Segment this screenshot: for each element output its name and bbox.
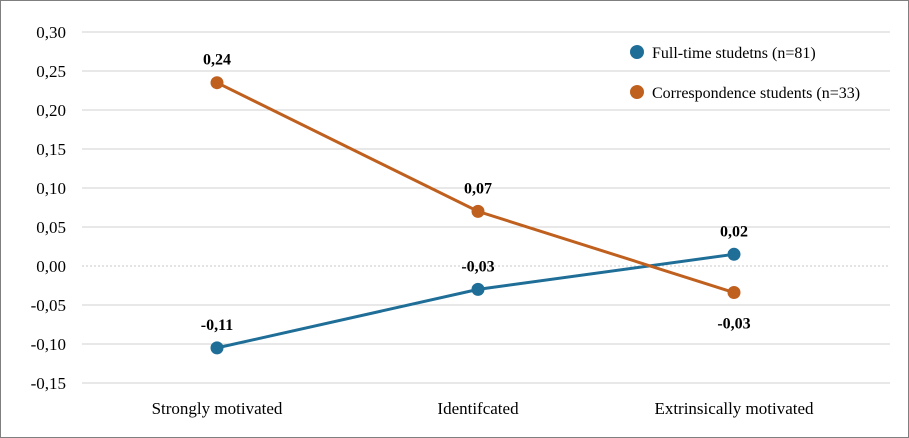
data-point xyxy=(727,247,741,261)
y-tick-label: 0,10 xyxy=(36,179,66,198)
y-tick-label: 0,05 xyxy=(36,218,66,237)
y-tick-label: -0,05 xyxy=(31,296,66,315)
legend-marker xyxy=(630,85,644,99)
y-tick-label: 0,25 xyxy=(36,62,66,81)
data-label: -0,03 xyxy=(461,258,494,275)
y-tick-label: -0,10 xyxy=(31,335,66,354)
x-category-label: Identifcated xyxy=(437,399,519,418)
x-category-label: Strongly motivated xyxy=(152,399,283,418)
legend: Full-time studetns (n=81) Correspondence … xyxy=(630,45,860,102)
series-points xyxy=(210,76,741,355)
x-category-label: Extrinsically motivated xyxy=(654,399,814,418)
data-point xyxy=(210,341,224,355)
data-point xyxy=(210,76,224,90)
y-tick-label: 0,00 xyxy=(36,257,66,276)
data-label: -0,11 xyxy=(201,317,233,334)
data-label: -0,03 xyxy=(717,316,750,333)
y-axis-ticks: -0,15 -0,10 -0,05 0,00 0,05 0,10 0,15 0,20 0,25 0… xyxy=(31,23,66,393)
x-axis-categories: Strongly motivated Identifcated Extrinsica… xyxy=(152,399,814,418)
y-tick-label: 0,30 xyxy=(36,23,66,42)
legend-label: Full-time studetns (n=81) xyxy=(652,45,816,62)
data-point xyxy=(471,204,485,218)
data-point xyxy=(471,282,485,296)
y-tick-label: 0,15 xyxy=(36,140,66,159)
data-label: 0,02 xyxy=(720,223,748,240)
data-point xyxy=(727,286,741,300)
legend-marker xyxy=(630,45,644,59)
data-labels: -0,11 -0,03 0,02 0,24 0,07 -0,03 xyxy=(201,52,751,334)
data-label: 0,24 xyxy=(203,52,231,69)
y-tick-label: -0,15 xyxy=(31,374,66,393)
data-label: 0,07 xyxy=(464,180,492,197)
legend-label: Correspondence students (n=33) xyxy=(652,85,860,102)
y-tick-label: 0,20 xyxy=(36,101,66,120)
